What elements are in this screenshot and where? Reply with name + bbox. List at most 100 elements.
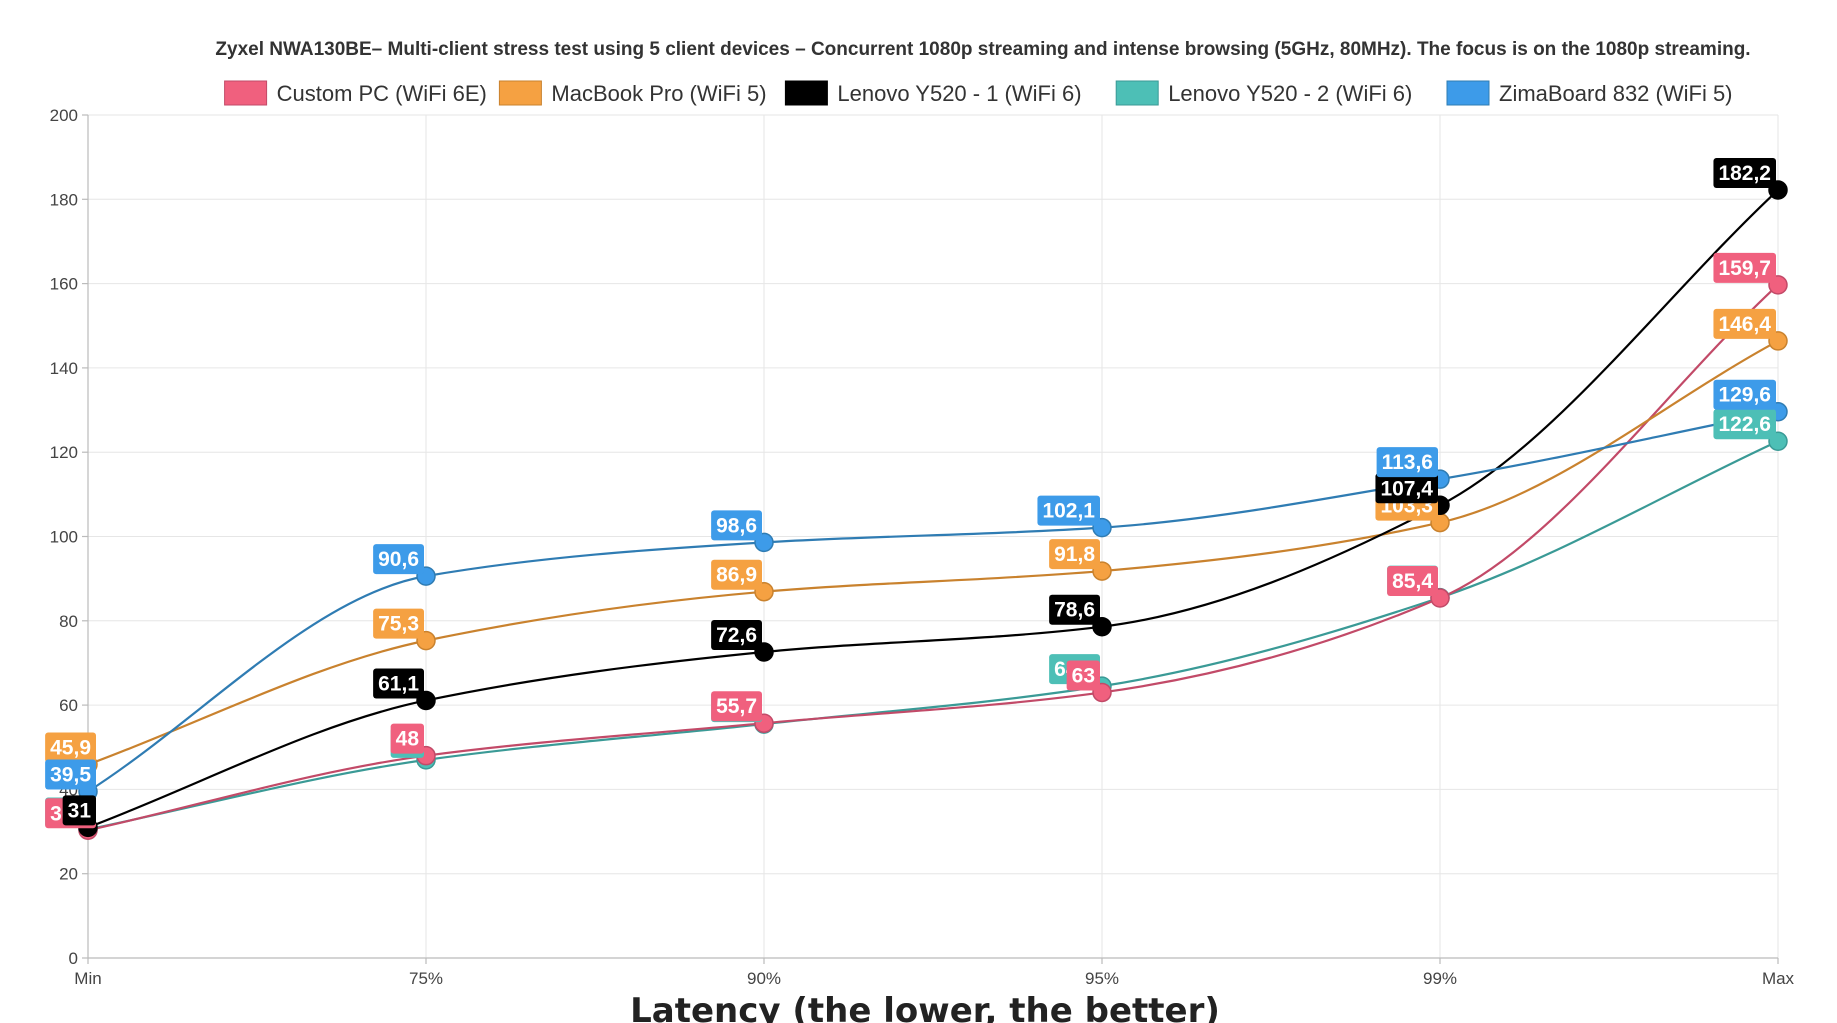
data-label-box <box>1049 539 1100 570</box>
data-label: 146,4 <box>1713 308 1776 339</box>
legend: Custom PC (WiFi 6E) MacBook Pro (WiFi 5) L… <box>224 80 1733 106</box>
x-tick-label: 99% <box>1423 969 1457 988</box>
data-label-box <box>1375 473 1438 504</box>
legend-swatch-3 <box>1115 80 1159 106</box>
data-label-box <box>1376 447 1438 478</box>
data-label-text: 182,2 <box>1718 162 1771 185</box>
data-label-box <box>45 759 96 790</box>
y-tick-label: 200 <box>50 106 78 125</box>
data-label: 31 <box>62 795 96 826</box>
series-line-4 <box>87 410 1779 793</box>
series-line-3 <box>87 440 1779 831</box>
data-label: 48 <box>390 723 424 754</box>
data-label-text: 113,6 <box>1382 451 1433 474</box>
data-label: 85,4 <box>1387 566 1438 597</box>
x-tick-label: 90% <box>747 969 781 988</box>
data-label: 45,9 <box>45 732 96 763</box>
data-label-box <box>1713 252 1776 283</box>
legend-label-2: Lenovo Y520 - 1 (WiFi 6) <box>837 81 1081 106</box>
data-label-text: 72,6 <box>716 624 757 647</box>
series-lines <box>87 189 1779 832</box>
legend-label-0: Custom PC (WiFi 6E) <box>277 81 487 106</box>
data-label-box <box>373 544 424 575</box>
data-label-text: 55,7 <box>716 695 757 718</box>
data-label: 102,1 <box>1037 495 1100 526</box>
data-label: 98,6 <box>711 510 762 541</box>
legend-label-3: Lenovo Y520 - 2 (WiFi 6) <box>1168 81 1412 106</box>
data-label-box <box>1049 594 1100 625</box>
data-label: 78,6 <box>1049 594 1100 625</box>
x-axis-ticks: Min 75% 90% 95% 99% Max <box>74 958 1795 988</box>
data-label-text: 102,1 <box>1042 500 1095 523</box>
data-label-box <box>1037 495 1100 526</box>
data-label-box <box>711 559 762 590</box>
y-tick-label: 120 <box>50 443 78 462</box>
data-label-text: 39,5 <box>50 764 91 787</box>
data-label-box <box>1387 566 1438 597</box>
series-line-1 <box>87 339 1779 766</box>
data-label: 61,1 <box>373 668 424 699</box>
data-label-box <box>373 608 424 639</box>
data-label-box <box>711 619 762 650</box>
y-tick-label: 100 <box>50 528 78 547</box>
data-label-text: 85,4 <box>1392 570 1433 593</box>
data-label: 86,9 <box>711 559 762 590</box>
series-points <box>78 180 1788 841</box>
data-label: 63 <box>1066 660 1100 691</box>
data-label-box <box>373 668 424 699</box>
data-label: 107,4 <box>1375 473 1438 504</box>
data-label-box <box>1066 660 1100 691</box>
x-axis-title: Latency (the lower, the better) <box>630 991 1220 1023</box>
y-tick-label: 20 <box>59 865 78 884</box>
y-tick-label: 140 <box>50 359 78 378</box>
data-label: 182,2 <box>1713 158 1776 189</box>
data-label-text: 31 <box>68 799 92 822</box>
data-label-text: 61,1 <box>378 672 419 695</box>
data-label: 129,6 <box>1713 379 1776 410</box>
data-label-text: 86,9 <box>716 564 757 587</box>
data-label-text: 75,3 <box>378 613 419 636</box>
data-label-text: 107,4 <box>1380 477 1433 500</box>
data-label-box <box>62 795 96 826</box>
legend-swatch-1 <box>498 80 542 106</box>
legend-swatch-2 <box>784 80 828 106</box>
x-tick-label: Min <box>74 969 101 988</box>
data-label: 91,8 <box>1049 539 1100 570</box>
x-tick-label: 95% <box>1085 969 1119 988</box>
data-label-text: 146,4 <box>1718 313 1771 336</box>
data-label-box <box>1713 409 1776 440</box>
x-tick-label: 75% <box>409 969 443 988</box>
data-label: 75,3 <box>373 608 424 639</box>
legend-label-4: ZimaBoard 832 (WiFi 5) <box>1499 81 1733 106</box>
data-label: 72,6 <box>711 619 762 650</box>
data-label-text: 63 <box>1072 664 1095 687</box>
legend-label-1: MacBook Pro (WiFi 5) <box>551 81 766 106</box>
legend-swatch-0 <box>224 80 268 106</box>
data-label-box <box>711 510 762 541</box>
y-tick-label: 160 <box>50 275 78 294</box>
series-line-2 <box>87 189 1779 829</box>
data-label: 55,7 <box>711 691 762 722</box>
data-label-box <box>45 732 96 763</box>
data-label-box <box>390 723 424 754</box>
data-label: 39,5 <box>45 759 96 790</box>
data-label-box <box>711 691 762 722</box>
data-labels: 30,54755,564,585,5122,630,34855,76385,41… <box>45 158 1776 829</box>
chart-title: Zyxel NWA130BE– Multi-client stress test… <box>215 39 1750 60</box>
data-label-text: 45,9 <box>50 737 91 760</box>
y-tick-label: 80 <box>59 612 78 631</box>
data-label: 90,6 <box>373 544 424 575</box>
data-label-text: 129,6 <box>1718 384 1771 407</box>
data-label: 113,6 <box>1376 447 1438 478</box>
y-tick-label: 0 <box>69 949 78 968</box>
x-tick-label: Max <box>1762 969 1795 988</box>
data-label-text: 78,6 <box>1054 599 1095 622</box>
data-label-text: 98,6 <box>716 514 757 537</box>
data-label-text: 122,6 <box>1718 413 1771 436</box>
series-line-0 <box>87 284 1779 832</box>
data-label-box <box>1713 379 1776 410</box>
data-label-text: 90,6 <box>378 548 419 571</box>
data-label-box <box>1713 308 1776 339</box>
